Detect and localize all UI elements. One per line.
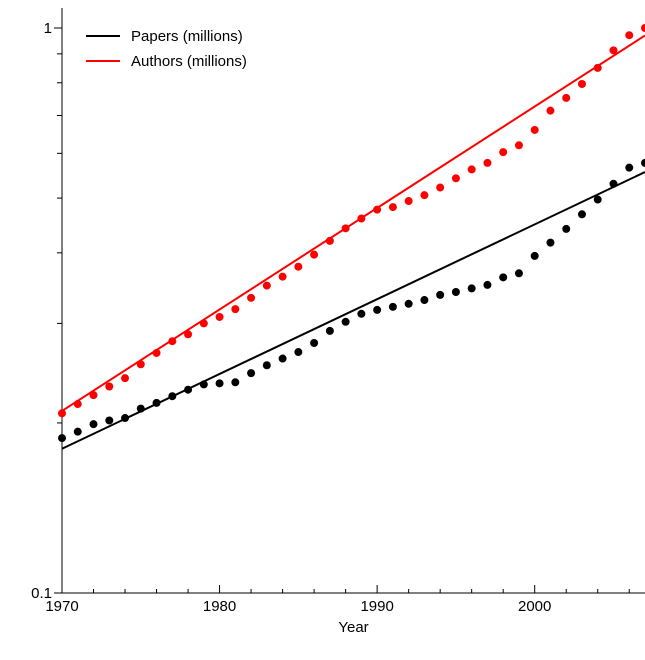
authors-point [136,360,145,369]
authors-point [373,205,382,214]
x-tick-label: 1970 [45,598,78,615]
papers-point [420,296,429,305]
papers-point [514,269,523,278]
authors-point [105,382,114,391]
papers-point [152,398,161,407]
authors-point [609,46,618,55]
authors-point [467,165,476,174]
y-tick-label: 0.1 [31,585,52,602]
papers-point [168,392,177,401]
authors-point [546,106,555,115]
papers-point [89,420,98,429]
papers-point [357,309,366,318]
papers-point [105,416,114,425]
authors-point [247,293,256,302]
authors-point [451,174,460,183]
authors-point [577,79,586,88]
authors-point [483,158,492,167]
authors-point [593,63,602,72]
authors-point [152,348,161,357]
x-ticks: 1970 1980 1990 2000 [45,585,630,615]
plot-area [58,24,645,450]
y-ticks: 0.11 [31,20,62,602]
authors-point [89,391,98,400]
papers-point [278,354,287,363]
authors-point [310,250,319,259]
papers-point [215,379,224,388]
papers-point [404,299,413,308]
authors-point [58,409,66,418]
x-tick-label: 1980 [203,598,236,615]
papers-point [184,385,193,394]
authors-point [199,319,208,328]
papers-point [562,224,571,233]
papers-point [231,378,240,387]
papers-point [373,305,382,314]
papers-point [341,317,350,326]
papers-point [58,434,66,443]
authors-point [278,272,287,281]
x-tick-label: 1990 [360,598,393,615]
authors-point [73,400,82,409]
authors-point [530,125,539,134]
papers-point [593,195,602,204]
authors-point [231,305,240,314]
papers-point [530,251,539,260]
authors-point [625,31,634,40]
papers-point [625,163,634,172]
papers-point [73,427,82,436]
papers-point [609,179,618,188]
papers-point [483,280,492,289]
authors-point [262,281,271,290]
papers-point [199,380,208,389]
papers-point [310,338,319,347]
papers-point [577,210,586,219]
papers-point [136,404,145,413]
papers-point [121,414,130,423]
papers-point [436,290,445,299]
papers-point [499,273,508,282]
legend: Papers (millions) Authors (millions) [86,28,247,70]
authors-fit-line [61,34,645,412]
papers-point [262,361,271,370]
papers-point [546,238,555,247]
authors-point [420,191,429,200]
authors-point [184,330,193,339]
papers-point [467,284,476,293]
authors-point [562,93,571,102]
papers-point [641,158,645,167]
x-axis-title: Year [338,619,368,636]
papers-point [325,326,334,335]
authors-point [404,197,413,206]
authors-point [436,183,445,192]
authors-point [388,203,397,212]
authors-point [357,214,366,223]
y-tick-label: 1 [44,20,52,37]
papers-point [388,302,397,311]
authors-point [514,141,523,150]
legend-label-authors: Authors (millions) [131,53,247,70]
authors-point [121,374,130,383]
legend-label-papers: Papers (millions) [131,28,243,45]
axes: 1970 1980 1990 2000 0.11 Year [31,8,645,636]
authors-point [215,312,224,321]
authors-point [499,148,508,157]
authors-point [325,236,334,245]
papers-fit-line [61,171,645,450]
x-tick-label: 2000 [518,598,551,615]
authors-point [641,24,645,32]
authors-point [341,224,350,233]
papers-point [451,287,460,296]
papers-point [294,348,303,357]
authors-point [168,337,177,346]
papers-point [247,369,256,378]
authors-point [294,262,303,271]
